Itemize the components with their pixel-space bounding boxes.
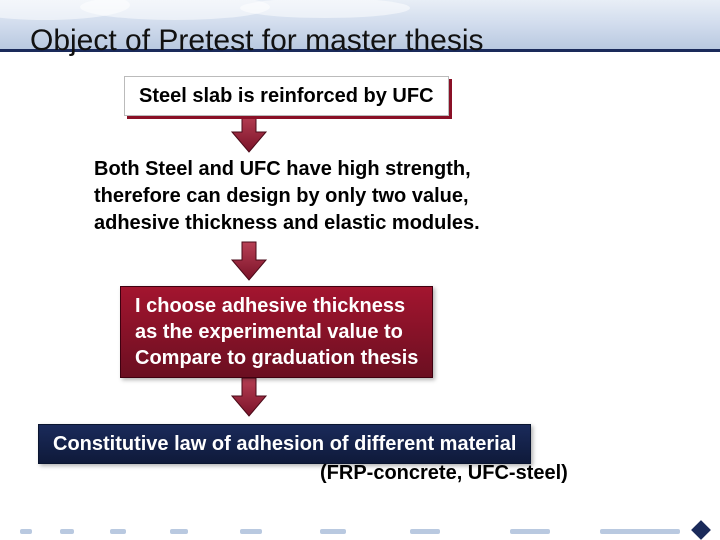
arrow-down-3 <box>228 376 270 418</box>
arrow-down-2 <box>228 240 270 282</box>
slide-title: Object of Pretest for master thesis <box>30 24 484 58</box>
box-constitutive-law: Constitutive law of adhesion of differen… <box>38 424 531 464</box>
body-text-strength: Both Steel and UFC have high strength,th… <box>94 156 480 237</box>
footer-trail <box>0 526 720 534</box>
box-steel-slab: Steel slab is reinforced by UFC <box>124 76 449 116</box>
arrow-down-1 <box>228 112 270 154</box>
box-adhesive-thickness: I choose adhesive thicknessas the experi… <box>120 286 433 378</box>
body-text-materials: (FRP-concrete, UFC-steel) <box>320 460 568 487</box>
